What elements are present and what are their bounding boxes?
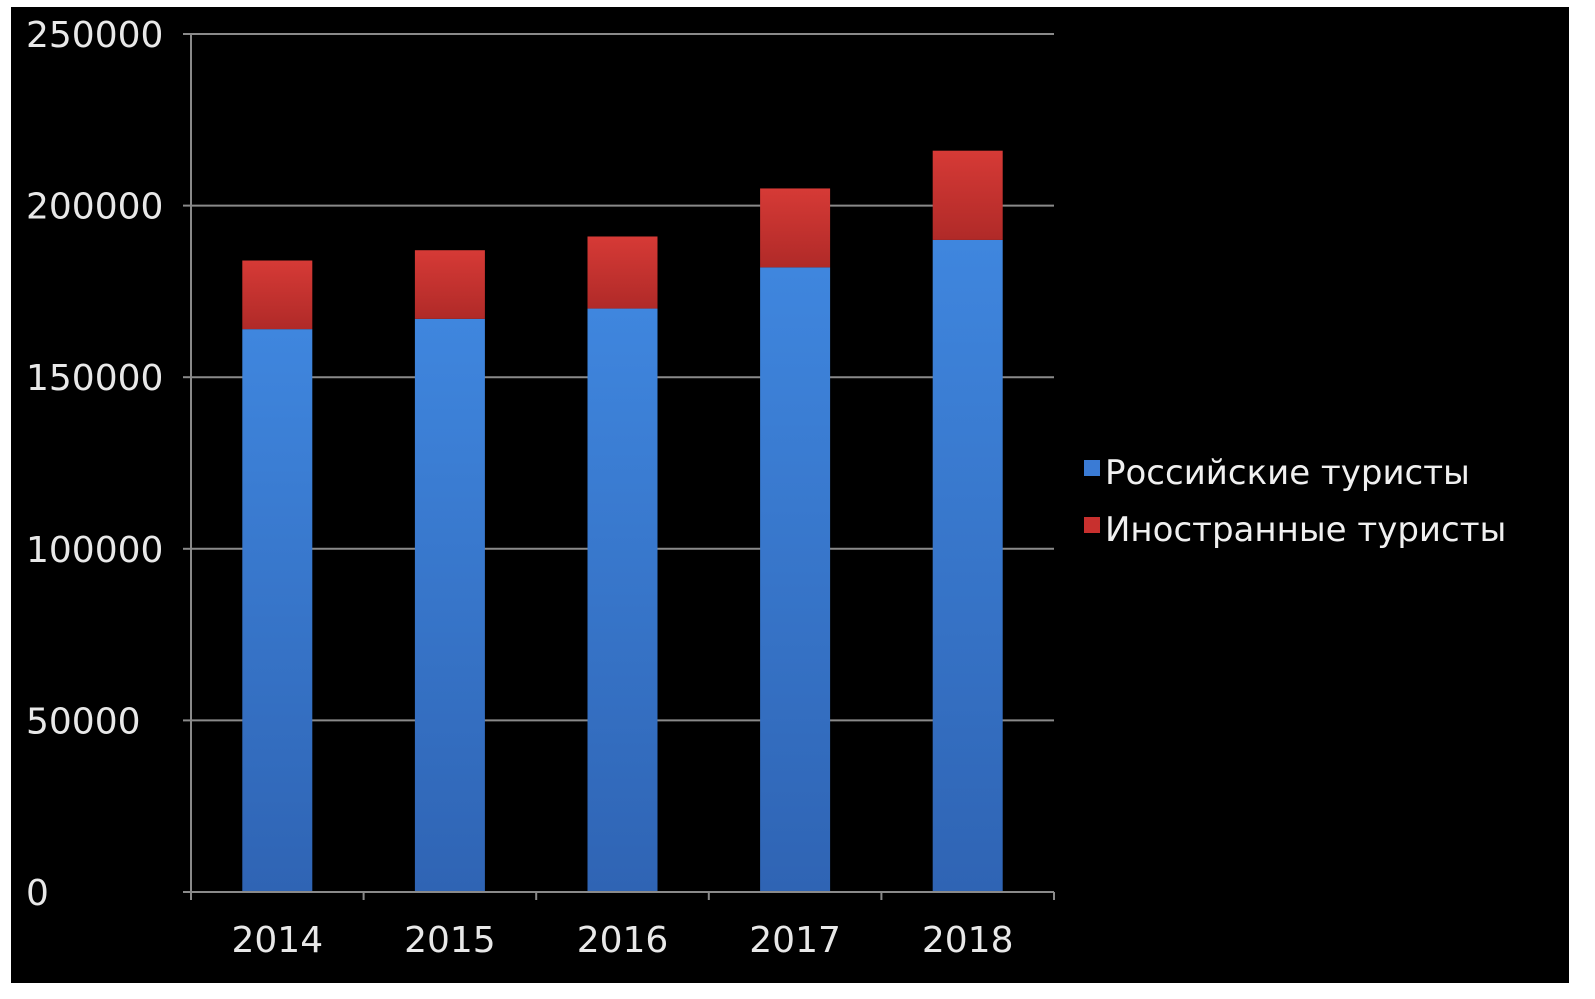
y-tick-label: 100000: [26, 530, 163, 571]
y-tick-label: 250000: [26, 15, 163, 56]
bar-foreign-2016: [587, 236, 658, 309]
legend: Российские туристы Иностранные туристы: [1084, 453, 1506, 550]
legend-swatch-russian: [1084, 460, 1100, 476]
bar-foreign-2015: [414, 250, 485, 319]
bar-russian-2015: [414, 318, 485, 893]
y-tick-label: 0: [26, 873, 49, 914]
legend-swatch-foreign: [1084, 517, 1100, 533]
x-tick-label: 2016: [577, 920, 669, 961]
x-tick-label: 2015: [404, 920, 496, 961]
bar-foreign-2014: [242, 260, 313, 330]
axes: [190, 34, 1055, 900]
y-tick-label: 50000: [26, 701, 141, 742]
bar-russian-2018: [932, 239, 1003, 893]
x-tick-label: 2018: [922, 920, 1014, 961]
y-tick-label: 150000: [26, 358, 163, 399]
x-tick-label: 2017: [749, 920, 841, 961]
bar-russian-2016: [587, 308, 658, 892]
legend-label-russian: Российские туристы: [1105, 453, 1470, 493]
legend-label-foreign: Иностранные туристы: [1105, 510, 1506, 550]
bar-russian-2017: [760, 267, 831, 893]
y-tick-label: 200000: [26, 187, 163, 228]
bars: [242, 150, 1003, 893]
bar-foreign-2018: [932, 150, 1003, 240]
x-tick-label: 2014: [231, 920, 323, 961]
x-tick-labels: 2014 2015 2016 2017 2018: [231, 920, 1013, 961]
bar-foreign-2017: [760, 188, 831, 268]
chart-frame: 0 50000 100000 150000 200000 250000 2014 2015 2…: [11, 7, 1569, 983]
bar-russian-2014: [242, 329, 313, 893]
y-tick-labels: 0 50000 100000 150000 200000 250000: [26, 15, 163, 914]
